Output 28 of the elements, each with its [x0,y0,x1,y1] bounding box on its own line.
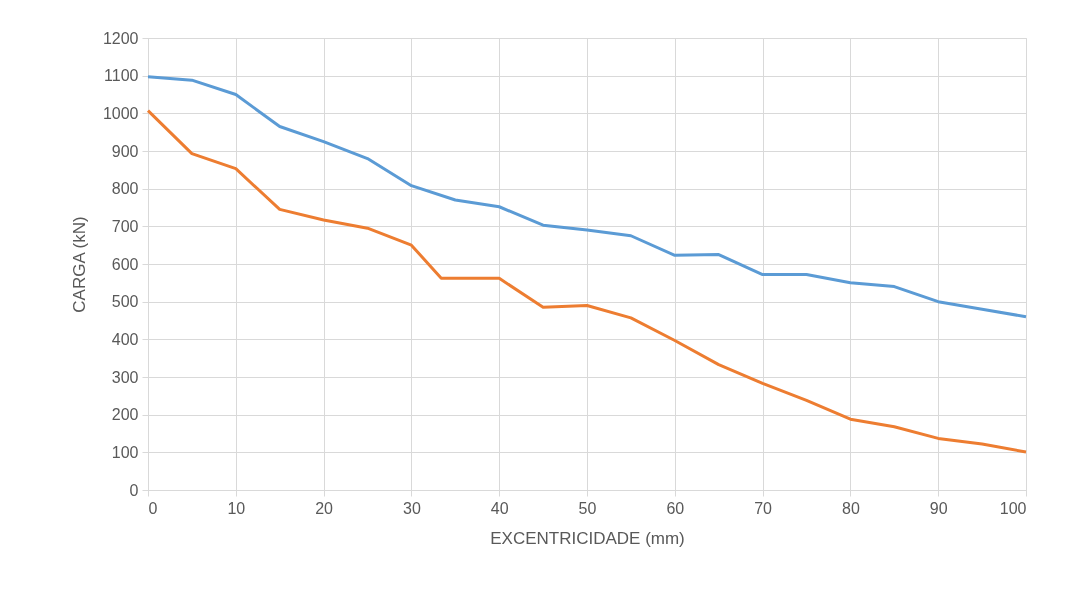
x-tick-label: 100 [999,499,1027,517]
y-tick-label: 1200 [102,29,139,47]
x-tick-label: 0 [148,499,158,517]
y-tick-label: 200 [111,406,139,424]
y-tick-label: 600 [111,255,139,273]
x-tick-label: 10 [227,499,246,517]
y-tick-label: 1100 [104,67,139,85]
x-tick-label: 80 [842,499,860,517]
x-tick-label: 50 [578,499,597,517]
y-tick-label: 700 [111,217,139,235]
x-tick-label: 90 [929,499,948,517]
y-axis-title: CARGA (kN) [69,216,89,313]
x-axis-title: EXCENTRICIDADE (mm) [490,528,685,548]
y-tick-label: 800 [111,180,139,198]
x-tick-label: 30 [403,499,421,517]
y-tick-label: 1000 [102,104,139,122]
y-tick-label: 900 [111,142,139,160]
y-tick-label: 500 [111,293,139,311]
y-tick-label: 100 [111,443,139,461]
x-tick-label: 70 [754,499,773,517]
y-tick-label: 400 [111,330,139,348]
x-tick-label: 20 [315,499,334,517]
line-series [146,109,1028,454]
x-tick-label: 60 [666,499,685,517]
y-tick-label: 0 [129,481,139,499]
line-series [146,75,1028,319]
y-tick-label: 300 [111,368,139,386]
x-tick-label: 40 [490,499,509,517]
